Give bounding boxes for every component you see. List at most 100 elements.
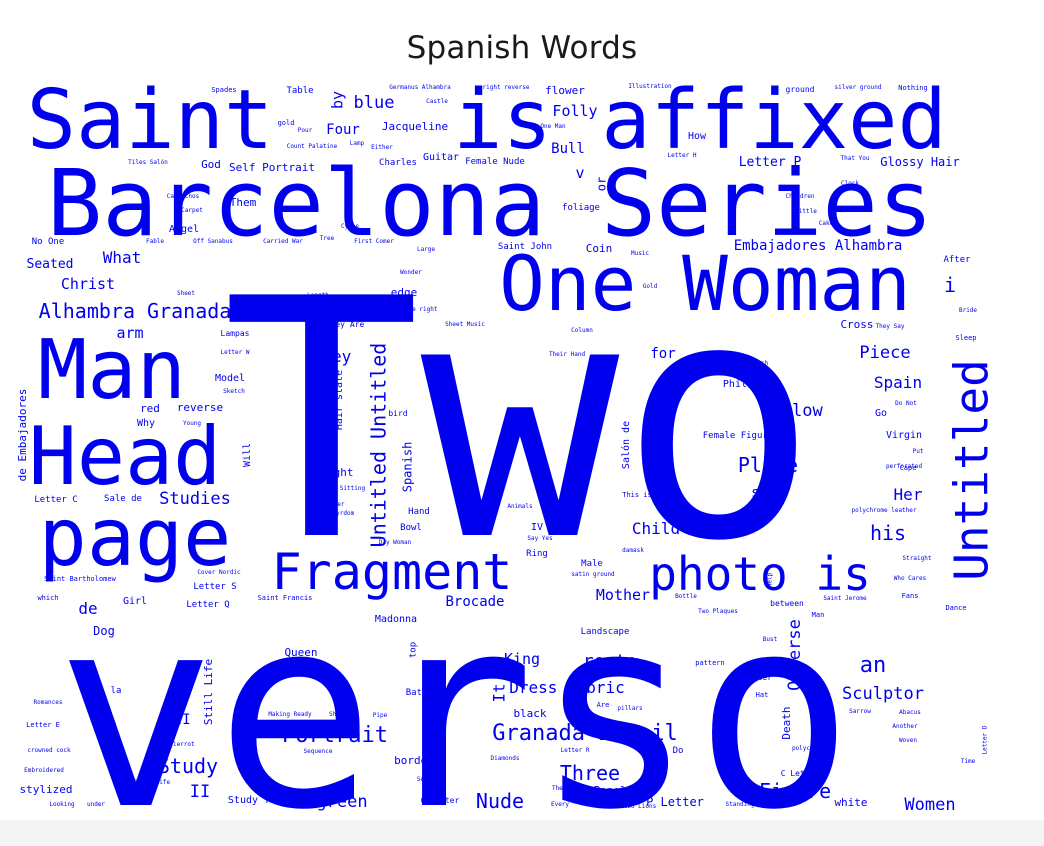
word-female-nude: Female Nude [465,157,525,167]
word-p-letter: P Letter [646,795,704,809]
word-sketch: Sketch [223,388,245,395]
word-will: Will [242,443,253,467]
word-do: Do [673,746,684,756]
chart-title: Spanish Words [406,30,638,66]
word-they-don-t: They Don't [552,785,589,792]
word-female-figure: Female Figure [703,431,773,441]
word-put: Put [913,448,924,455]
word-or: or [595,177,609,191]
word-is-affixed: is affixed [453,73,947,168]
word-off-sanabus: Off Sanabus [193,238,233,245]
word-de-embajadores: de Embajadores [16,389,29,482]
word-this-is: This is [622,491,652,499]
word-crowned-cock: crowned cock [27,747,71,754]
word-brocade: Brocade [445,594,504,610]
word-blue: blue [354,93,395,113]
word-page: page [39,491,232,584]
word-peter: Peter [748,673,772,682]
word-why: Why [137,418,155,429]
word-lampas: Lampas [221,329,250,338]
word-go: Go [875,408,887,419]
word-philip-iv: Philip IV [723,379,777,390]
word-yellow: yellow [761,401,823,421]
word-shoal: Shoal [329,711,347,718]
word-you: You [119,792,144,808]
word-spain-life: Spain Life [134,779,171,786]
word-angel: Angel [169,224,199,235]
word-letter-h: Letter H [668,152,697,159]
word-pierrot: Pierrot [169,741,195,748]
word-mother: Mother [596,586,650,604]
figure: Spanish Words Two verso Barcelona Series Sa… [16,30,999,820]
word-iii: III [165,712,190,728]
word-flower: flower [545,84,585,97]
word-self-portrait: Self Portrait [229,161,315,174]
word-every: Every [551,801,569,808]
word-granada-detail: Granada Detail [492,721,677,746]
word-hair-state: Hair state [334,370,345,430]
word-them: Them [230,196,257,209]
word-fragment: Fragment [272,543,513,601]
word-landscape: Landscape [581,627,630,637]
bottom-strip [0,820,1044,846]
word-sal-n-de: Salón de [620,421,632,469]
word-letter-p: Letter P [739,155,802,170]
word-three: Three [560,761,620,785]
word-carried-war: Carried War [263,238,303,245]
word-silver-ground: silver ground [835,84,882,91]
word-c-letter: C Letter [781,769,820,778]
word-under: under [87,801,105,808]
word-what: What [103,248,142,267]
word-studies: Studies [159,489,231,509]
word-time: Time [961,758,976,765]
word-madonna: Madonna [375,614,417,625]
word-letter-d: Letter D [982,725,989,754]
word-say-yes: Say Yes [527,535,553,542]
word-illustration: Illustration [628,83,672,90]
word-c-letter: C Letter [316,501,345,508]
word-profile-right: profile right [391,306,438,313]
word-her: Her [894,485,923,504]
word-iv: IV [531,522,543,533]
word-column: Column [571,327,593,334]
word-model: Model [215,373,245,384]
word-v: v [575,164,584,182]
word-which: which [37,594,58,602]
word-one-woman: One Woman [499,239,911,328]
word-bowl: Bowl [400,523,422,533]
word-lamp: Lamp [350,140,365,147]
word-saint-bartholomew: Saint Bartholomew [44,575,116,583]
word-white: white [834,796,867,809]
word-verso: verso [56,560,854,820]
word-an: an [860,653,887,678]
word-making-ready: Making Ready [268,711,312,718]
word-satin-ground: satin ground [571,571,615,578]
word-spill: Spill [837,206,855,213]
word-bull: Bull [551,141,585,157]
word-man: Man [812,611,825,619]
word-panel: Panel [593,784,626,797]
word-table: Table [286,86,313,96]
word-portrait: Portrait [282,723,388,748]
word-letter-r: Letter R [561,747,590,754]
word-still-life: Still Life [202,659,215,725]
word-polychrome: polychrome [792,745,829,752]
word-two-lions: two Lions [624,803,657,810]
cloud-background [18,78,988,818]
word-pour: Pour [298,127,313,134]
word-glossy-hair: Glossy Hair [880,155,959,169]
word-arm: arm [116,324,143,342]
word-saint-john: Saint John [498,242,552,252]
word-first-comer: First Comer [354,238,394,245]
word-red: red [140,402,160,415]
word-carpet: Carpet [181,207,203,214]
word-dog: Dog [93,624,115,638]
word-hat: Hat [756,691,769,699]
word-q-letter: Q Letter [421,796,460,805]
word-charles: Charles [379,158,417,168]
word-silk: silk [751,485,785,501]
word-women: Women [904,795,955,815]
word-martyrdom: Martyrdom [322,510,355,517]
word-ladybug-sitting: Ladybug Sitting [311,485,366,492]
word-god: God [201,158,221,171]
